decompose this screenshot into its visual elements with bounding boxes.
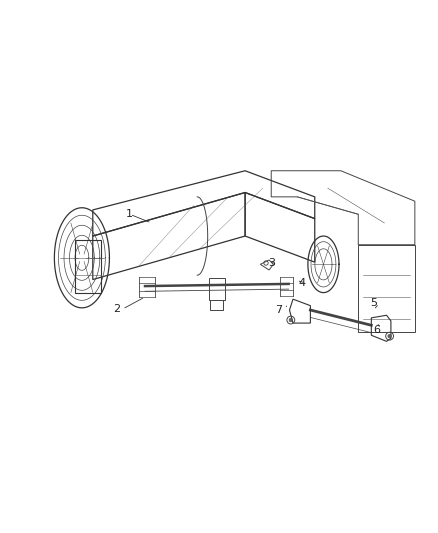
Text: 3: 3	[268, 259, 275, 269]
Text: 7: 7	[276, 305, 283, 315]
Text: 1: 1	[126, 209, 133, 219]
Text: 2: 2	[113, 304, 120, 314]
Circle shape	[289, 318, 293, 322]
Bar	[209, 278, 225, 300]
Text: 4: 4	[298, 278, 305, 288]
Circle shape	[388, 334, 391, 338]
Text: 5: 5	[370, 298, 377, 309]
Text: 6: 6	[373, 325, 380, 335]
